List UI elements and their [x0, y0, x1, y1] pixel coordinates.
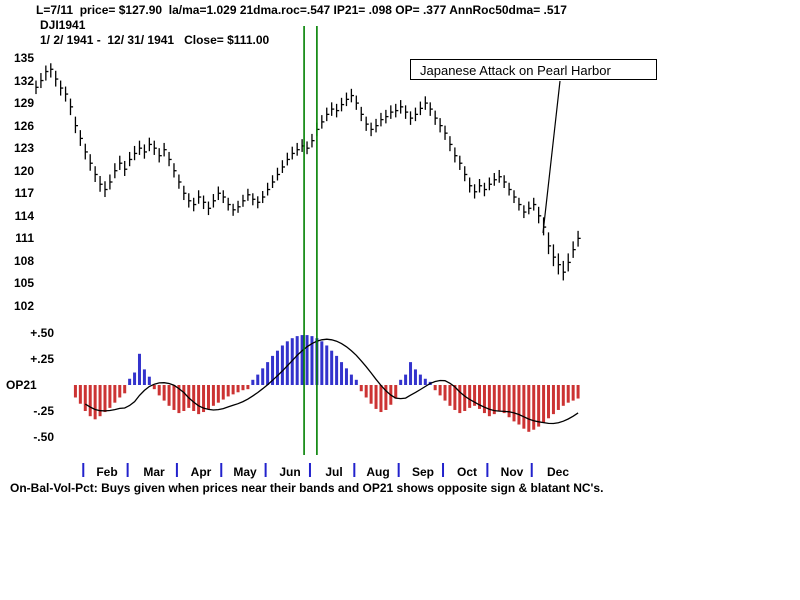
price-axis-label: 129: [13, 96, 34, 110]
price-axis-label: 126: [13, 119, 34, 133]
month-label: Dec: [546, 465, 569, 479]
op21-axis-label: -.50: [33, 430, 54, 444]
price-axis-label: 111: [15, 231, 34, 245]
month-label: Aug: [366, 465, 390, 479]
month-label: May: [233, 465, 257, 479]
footer-caption: On-Bal-Vol-Pct: Buys given when prices n…: [10, 481, 604, 495]
op21-name-label: OP21: [6, 378, 37, 392]
op21-axis-label: +.50: [30, 326, 54, 340]
price-axis-label: 123: [13, 141, 34, 155]
price-axis-label: 132: [13, 74, 34, 88]
price-axis-label: 120: [13, 164, 34, 178]
op21-bars: [73, 335, 580, 432]
price-axis-label: 117: [14, 186, 34, 200]
month-tick-marks: [82, 463, 533, 477]
month-label: Jun: [279, 465, 301, 479]
price-axis-label: 102: [13, 299, 34, 313]
price-axis-label: 114: [14, 209, 34, 223]
price-axis-label: 135: [13, 51, 34, 65]
annotation-pointer-line: [542, 80, 561, 234]
month-label: Oct: [456, 465, 477, 479]
price-bars: [35, 63, 581, 281]
price-axis-label: 108: [13, 254, 34, 268]
month-label: Sep: [411, 465, 434, 479]
month-label: Nov: [500, 465, 524, 479]
date-range-label: 1/ 2/ 1941 - 12/ 31/ 1941 Close= $111.00: [40, 33, 270, 47]
month-label: Mar: [143, 465, 165, 479]
op21-axis-label: +.25: [30, 352, 54, 366]
month-label: Feb: [96, 465, 118, 479]
symbol-label: DJI1941: [40, 18, 86, 32]
month-label: Jul: [325, 465, 343, 479]
annotation-box[interactable]: Japanese Attack on Pearl Harbor: [410, 59, 657, 80]
op21-moving-average-line: [84, 338, 579, 425]
stats-line: L=7/11 price= $127.90 la/ma=1.029 21dma.…: [36, 3, 567, 17]
month-label: Apr: [190, 465, 212, 479]
op21-axis-label: -.25: [33, 404, 54, 418]
event-marker-lines: [303, 26, 318, 455]
price-axis-label: 105: [13, 276, 34, 290]
